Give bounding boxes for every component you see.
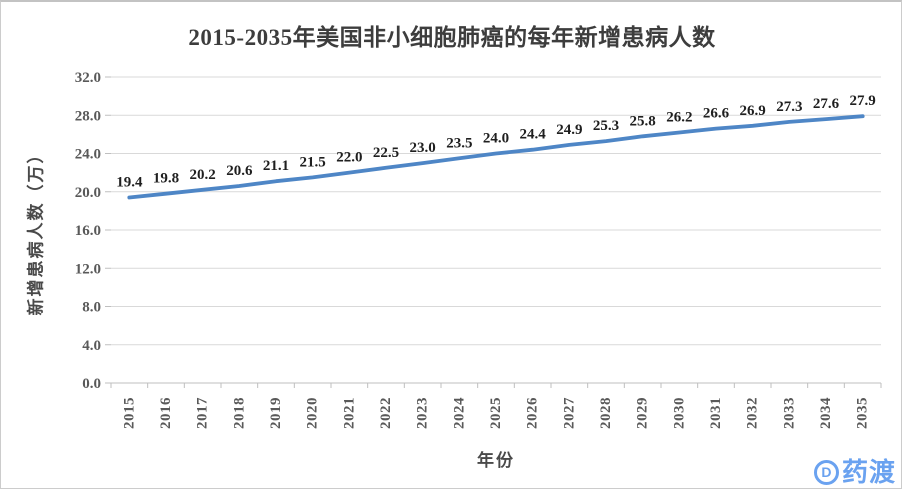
x-tick-label: 2017 [195,397,211,429]
x-tick-label: 2022 [378,397,394,429]
data-label: 25.8 [630,113,656,129]
x-tick-label: 2031 [708,397,724,429]
x-tick-label: 2023 [415,397,431,429]
watermark: D 药渡 [813,457,896,487]
x-tick-label: 2033 [781,397,797,429]
y-tick-label: 16.0 [75,223,101,239]
y-tick-label: 20.0 [75,185,101,201]
watermark-text: 药渡 [841,457,896,487]
x-tick-label: 2025 [488,397,504,429]
y-tick-label: 8.0 [82,300,101,316]
x-tick-label: 2020 [305,397,321,429]
data-label: 26.2 [666,109,692,125]
x-tick-label: 2024 [451,397,467,429]
x-tick-label: 2021 [341,397,357,429]
data-label: 27.9 [850,93,876,109]
x-tick-label: 2027 [561,397,577,429]
y-tick-label: 24.0 [75,147,101,163]
data-label: 19.8 [153,171,179,187]
data-label: 24.4 [520,127,547,143]
data-label: 27.3 [776,99,802,115]
pharmacodia-logo-icon: D [813,459,839,485]
y-tick-label: 0.0 [82,376,101,392]
x-tick-label: 2026 [525,397,541,429]
y-tick-label: 28.0 [75,108,101,124]
data-label: 19.4 [116,174,143,190]
x-tick-label: 2016 [158,397,174,429]
y-tick-label: 4.0 [82,338,101,354]
series-line [127,114,865,200]
data-label: 24.9 [556,122,582,138]
x-tick-label: 2029 [635,397,651,429]
data-label: 24.0 [483,131,509,147]
data-label: 21.5 [300,154,326,170]
x-tick-label: 2034 [818,397,834,429]
chart-title: 2015-2035年美国非小细胞肺癌的每年新增患病人数 [188,25,716,50]
x-tick-label: 2035 [855,397,871,429]
data-label: 25.3 [593,118,619,134]
data-label: 27.6 [813,96,840,112]
x-tick-label: 2032 [745,397,761,429]
data-label: 26.9 [740,103,766,119]
data-label: 21.1 [263,158,289,174]
x-tick-label: 2028 [598,397,614,429]
y-tick-label: 12.0 [75,261,101,277]
data-label: 23.5 [446,135,472,151]
data-label: 20.2 [190,167,216,183]
x-tick-label: 2030 [671,397,687,429]
data-label: 23.0 [410,140,436,156]
data-label: 26.6 [703,106,730,122]
x-tick-label: 2018 [231,397,247,429]
data-label: 20.6 [226,163,253,179]
y-tick-label: 32.0 [75,70,101,86]
data-label: 22.0 [336,150,362,166]
x-tick-label: 2019 [268,397,284,429]
data-label: 22.5 [373,145,399,161]
x-tick-label: 2015 [121,397,137,429]
x-axis-title: 年份 [477,451,515,470]
